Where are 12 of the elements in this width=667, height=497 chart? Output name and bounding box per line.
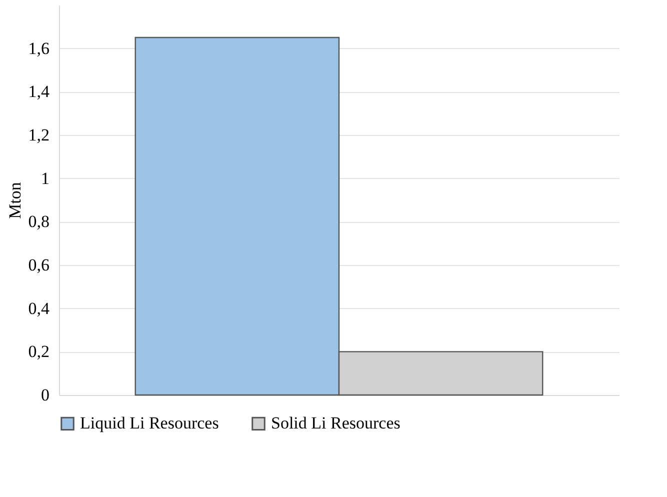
y-tick-label: 1 xyxy=(41,168,50,188)
legend-label: Solid Li Resources xyxy=(271,414,400,433)
legend-label: Liquid Li Resources xyxy=(80,414,219,433)
y-tick-label: 1,6 xyxy=(28,38,50,58)
y-tick-label: 0,4 xyxy=(28,298,50,318)
y-axis-title: Mton xyxy=(5,182,24,219)
y-tick-label: 1,2 xyxy=(28,126,50,144)
y-tick-label: 0,2 xyxy=(28,342,50,362)
y-tick-label: 1,4 xyxy=(28,82,50,102)
y-tick-label: 0,6 xyxy=(28,256,50,274)
y-tick-label: 0,8 xyxy=(28,212,50,232)
y-tick-label: 0 xyxy=(41,386,50,404)
